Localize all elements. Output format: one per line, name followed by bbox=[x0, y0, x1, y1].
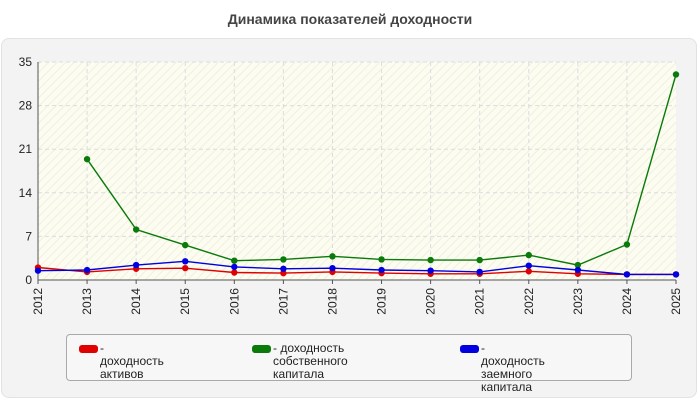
x-tick-label: 2015 bbox=[178, 288, 192, 315]
x-tick-label: 2013 bbox=[80, 288, 94, 315]
data-point-2 bbox=[34, 267, 42, 274]
data-point-2 bbox=[476, 268, 483, 276]
y-tick-label: 35 bbox=[19, 55, 33, 69]
data-point-2 bbox=[329, 264, 336, 272]
data-point-1 bbox=[280, 256, 287, 263]
x-tick-label: 2012 bbox=[31, 288, 45, 315]
x-tick-label: 2025 bbox=[669, 288, 683, 315]
y-tick-label: 28 bbox=[19, 99, 33, 113]
data-point-1 bbox=[427, 256, 434, 264]
data-point-0 bbox=[182, 264, 189, 272]
data-point-2 bbox=[525, 262, 532, 269]
data-point-0 bbox=[525, 268, 532, 275]
series-line-2 bbox=[37, 260, 676, 276]
legend-label-debt: - доходность заемного капитала bbox=[481, 341, 545, 394]
y-tick-label: 21 bbox=[19, 142, 33, 156]
y-tick-label: 7 bbox=[25, 229, 32, 243]
data-point-2 bbox=[623, 271, 631, 278]
data-point-1 bbox=[329, 253, 336, 260]
chart-title: Динамика показателей доходности bbox=[227, 11, 473, 27]
x-tick-label: 2018 bbox=[325, 288, 339, 315]
data-point-2 bbox=[378, 266, 385, 274]
x-tick-label: 2014 bbox=[129, 288, 143, 315]
data-point-2 bbox=[83, 266, 91, 274]
data-point-1 bbox=[83, 155, 91, 163]
x-tick-label: 2016 bbox=[227, 288, 241, 315]
legend-label-assets: - доходность активов bbox=[100, 341, 164, 381]
data-point-2 bbox=[182, 258, 189, 265]
x-tick-label: 2021 bbox=[473, 288, 487, 315]
data-point-1 bbox=[574, 261, 582, 269]
chart-plot: 0 7 14 21 28 35 2012 2013 2014 2015 2016 2017 2018 20… bbox=[19, 55, 683, 315]
x-tick-label: 2022 bbox=[522, 288, 536, 315]
data-point-1 bbox=[623, 241, 631, 248]
data-point-1 bbox=[132, 226, 140, 233]
data-point-1 bbox=[672, 71, 680, 78]
data-point-2 bbox=[427, 267, 434, 274]
y-tick-label: 14 bbox=[19, 186, 33, 200]
data-point-1 bbox=[378, 256, 385, 263]
data-point-2 bbox=[132, 261, 140, 269]
x-tick-label: 2024 bbox=[620, 288, 634, 315]
plot-area bbox=[38, 62, 676, 280]
x-tick-label: 2023 bbox=[571, 288, 585, 315]
data-point-2 bbox=[280, 265, 287, 272]
series-line-0 bbox=[37, 266, 676, 276]
data-point-1 bbox=[525, 251, 532, 259]
data-point-2 bbox=[231, 263, 238, 271]
data-point-0 bbox=[231, 269, 238, 276]
data-point-1 bbox=[231, 257, 238, 264]
legend-label-equity: - доходность собственного капитала bbox=[273, 341, 348, 381]
legend-swatch-equity bbox=[252, 345, 271, 353]
x-tick-label: 2017 bbox=[276, 288, 290, 315]
chart-legend: - доходность активов - доходность собств… bbox=[66, 334, 632, 394]
data-point-2 bbox=[672, 271, 680, 278]
legend-swatch-debt bbox=[460, 345, 479, 353]
x-tick-label: 2019 bbox=[375, 288, 389, 315]
y-tick-label: 0 bbox=[25, 273, 32, 287]
x-tick-label: 2020 bbox=[424, 288, 438, 315]
legend-swatch-assets bbox=[79, 345, 98, 353]
data-point-1 bbox=[476, 256, 483, 264]
data-point-2 bbox=[574, 266, 582, 274]
data-point-1 bbox=[182, 241, 189, 249]
